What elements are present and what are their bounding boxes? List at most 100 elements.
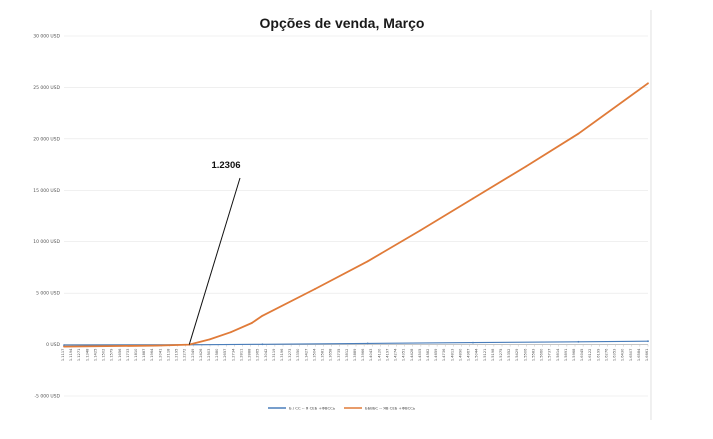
x-tick-label: 1.6122 [588, 349, 592, 362]
x-tick-label: 1.3966 [361, 348, 365, 361]
annotation-leader [188, 177, 241, 345]
x-tick-label: 1.1117 [61, 349, 65, 362]
y-tick-label: -5 000 USD [34, 394, 60, 400]
chart-title: Opções de venda, Março [260, 15, 425, 31]
x-tick-label: 1.5121 [483, 349, 487, 362]
data-point [314, 288, 316, 290]
data-point [419, 229, 422, 232]
x-tick-label: 1.4736 [442, 348, 446, 361]
x-tick-label: 1.2657 [223, 349, 227, 362]
x-tick-label: 1.3735 [337, 349, 341, 362]
x-tick-label: 1.6507 [629, 349, 633, 362]
x-tick-label: 1.3658 [329, 348, 333, 361]
x-tick-label: 1.4120 [377, 348, 381, 361]
x-tick-label: 1.5506 [523, 348, 527, 361]
x-tick-label: 1.5352 [507, 349, 511, 362]
x-tick-label: 1.1579 [110, 348, 114, 361]
annotation-layer: 1.2306 [188, 160, 241, 345]
x-tick-label: 1.4967 [467, 349, 471, 362]
x-tick-label: 1.4659 [434, 348, 438, 361]
data-point [63, 345, 65, 348]
x-tick-label: 1.6584 [637, 348, 641, 361]
x-tick-label: 1.2195 [175, 349, 179, 362]
x-tick-label: 1.6276 [604, 348, 608, 361]
data-point [577, 340, 580, 343]
x-tick-label: 1.4890 [458, 348, 462, 361]
x-tick-label: 1.2734 [231, 348, 235, 361]
y-tick-label: 30 000 USD [33, 34, 60, 40]
data-point [524, 165, 527, 168]
y-tick-label: 10 000 USD [33, 239, 60, 245]
x-tick-label: 1.5891 [564, 349, 568, 362]
x-tick-label: 1.4351 [402, 349, 406, 362]
x-tick-label: 1.1964 [150, 348, 154, 361]
data-point [647, 340, 649, 343]
x-tick-label: 1.1348 [85, 348, 89, 361]
x-tick-label: 1.1810 [134, 348, 138, 361]
x-tick-label: 1.1887 [142, 349, 146, 362]
x-tick-label: 1.4043 [369, 349, 373, 362]
annotation-label: 1.2306 [211, 160, 240, 171]
x-tick-label: 1.4813 [450, 349, 454, 362]
data-point [472, 197, 474, 200]
y-tick-label: 5 000 USD [36, 291, 60, 297]
y-tick-label: 20 000 USD [33, 136, 60, 142]
x-tick-label: 1.2965 [256, 349, 260, 362]
data-point [366, 342, 369, 345]
x-tick-label: 1.4582 [426, 349, 430, 362]
x-tick-label: 1.4274 [394, 348, 398, 361]
x-tick-label: 1.1425 [93, 349, 97, 362]
x-tick-label: 1.2426 [199, 348, 203, 361]
data-point [647, 82, 649, 85]
legend: Б / СС -- Я СЕБ +ФВССь ББВБС -- ЯВ СЕБ +Ф… [268, 405, 416, 410]
data-point [63, 344, 65, 346]
x-tick-label: 1.1271 [77, 349, 81, 362]
x-tick-label: 1.6661 [645, 349, 649, 362]
x-tick-label: 1.3119 [272, 348, 276, 361]
x-tick-label: 1.1194 [69, 348, 73, 361]
x-tick-label: 1.3196 [280, 348, 284, 361]
y-tick-label: 25 000 USD [33, 85, 60, 91]
x-tick-label: 1.5583 [531, 349, 535, 362]
series-layer [63, 82, 649, 348]
x-tick-label: 1.1656 [118, 348, 122, 361]
x-tick-label: 1.4197 [385, 349, 389, 362]
data-point [250, 322, 253, 324]
x-tick-label: 1.5660 [540, 348, 544, 361]
data-point [577, 132, 580, 135]
x-tick-label: 1.1502 [102, 349, 106, 362]
x-tick-label: 1.5429 [515, 348, 519, 361]
data-point [229, 331, 232, 334]
x-tick-label: 1.5968 [572, 348, 576, 361]
y-tick-label: 0 USD [46, 342, 60, 348]
data-point [366, 260, 369, 263]
y-axis-ticks: -5 000 USD 0 USD 5 000 USD 10 000 USD 15 000… [33, 34, 60, 400]
x-tick-label: 1.3504 [312, 348, 316, 361]
x-tick-label: 1.2272 [183, 349, 187, 362]
legend-label: Б / СС -- Я СЕБ +ФВССь [289, 405, 336, 410]
x-tick-label: 1.6353 [613, 349, 617, 362]
x-tick-label: 1.3273 [288, 349, 292, 362]
data-point [261, 314, 264, 317]
x-tick-label: 1.6199 [596, 348, 600, 361]
series-line-2 [63, 82, 649, 348]
x-tick-label: 1.5198 [491, 348, 495, 361]
x-tick-label: 1.3889 [353, 348, 357, 361]
data-point [208, 338, 211, 341]
x-tick-label: 1.6045 [580, 349, 584, 362]
x-tick-label: 1.2888 [248, 348, 252, 361]
x-tick-label: 1.2503 [207, 349, 211, 362]
x-tick-label: 1.6430 [621, 348, 625, 361]
x-tick-label: 1.3581 [321, 349, 325, 362]
x-tick-label: 1.5044 [475, 348, 479, 361]
x-tick-label: 1.3427 [304, 349, 308, 362]
x-tick-label: 1.2349 [191, 348, 195, 361]
x-tick-label: 1.5814 [556, 348, 560, 361]
data-point [472, 341, 474, 344]
x-tick-label: 1.2811 [239, 349, 243, 362]
x-tick-label: 1.2041 [158, 349, 162, 362]
x-tick-label: 1.5737 [548, 349, 552, 362]
